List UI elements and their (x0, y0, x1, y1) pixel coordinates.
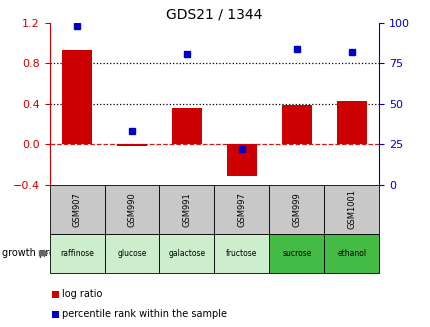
Bar (281, 105, 311, 144)
Text: GSM997: GSM997 (237, 192, 246, 227)
Text: percentile rank within the sample: percentile rank within the sample (62, 309, 227, 319)
Text: fructose: fructose (226, 249, 257, 258)
Text: ethanol: ethanol (336, 249, 365, 258)
Bar (172, 108, 202, 144)
Title: GDS21 / 1344: GDS21 / 1344 (166, 8, 262, 22)
Text: log ratio: log ratio (62, 289, 103, 299)
Text: growth protocol: growth protocol (2, 249, 79, 258)
Text: raffinose: raffinose (60, 249, 94, 258)
Text: galactose: galactose (168, 249, 205, 258)
Text: GSM990: GSM990 (127, 192, 136, 227)
Bar (117, 144, 147, 146)
Text: glucose: glucose (117, 249, 146, 258)
Text: GSM1001: GSM1001 (347, 189, 356, 229)
Text: GSM907: GSM907 (72, 192, 81, 227)
Text: sucrose: sucrose (282, 249, 311, 258)
Bar (62, 50, 92, 144)
Bar (226, 144, 256, 176)
Text: GSM991: GSM991 (182, 192, 191, 227)
Text: GSM999: GSM999 (292, 192, 301, 227)
Bar (336, 101, 366, 144)
